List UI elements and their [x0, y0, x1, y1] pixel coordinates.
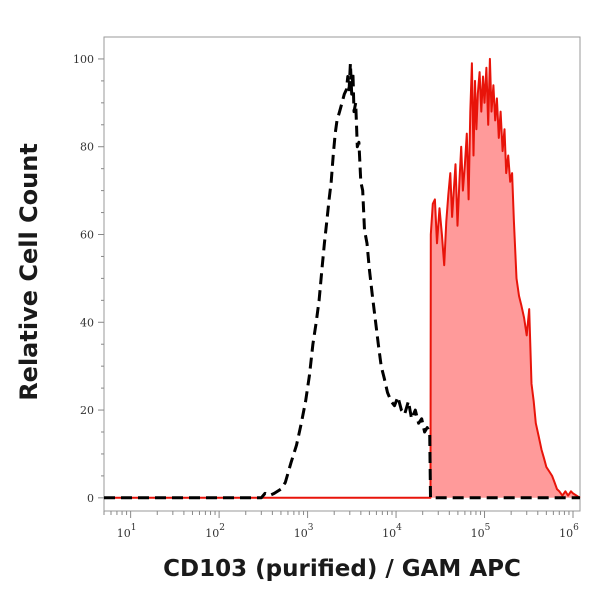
y-tick-label: 60	[80, 229, 94, 242]
y-tick-label: 0	[87, 492, 94, 505]
y-tick-label: 20	[80, 404, 94, 417]
y-tick-label: 80	[80, 141, 94, 154]
y-tick-label: 40	[80, 316, 94, 329]
y-axis-title: Relative Cell Count	[15, 143, 43, 401]
series-line-dashed	[104, 61, 580, 500]
series-layer	[104, 57, 581, 500]
x-tick-exponent: 5	[485, 523, 491, 533]
x-tick-label: 103	[294, 523, 314, 540]
x-tick-label: 105	[471, 523, 491, 540]
x-tick-exponent: 3	[308, 523, 314, 533]
y-axis-ticks: 0 20 40 60 80 100	[73, 53, 104, 505]
x-tick-exponent: 2	[219, 523, 225, 533]
x-tick-label: 106	[559, 523, 579, 540]
x-axis-ticks: 101 102 103 104 105 106	[103, 511, 579, 540]
y-tick-label: 100	[73, 53, 94, 66]
series-outline-solid	[104, 57, 581, 499]
x-tick-exponent: 6	[573, 523, 579, 533]
x-tick-label: 101	[117, 523, 137, 540]
x-tick-exponent: 1	[131, 523, 137, 533]
x-tick-exponent: 4	[396, 523, 402, 533]
x-tick-label: 102	[205, 523, 225, 540]
x-axis-title: CD103 (purified) / GAM APC	[163, 556, 521, 582]
series-fill-area	[104, 58, 580, 498]
x-tick-label: 104	[382, 523, 402, 540]
plot-frame	[103, 36, 581, 512]
